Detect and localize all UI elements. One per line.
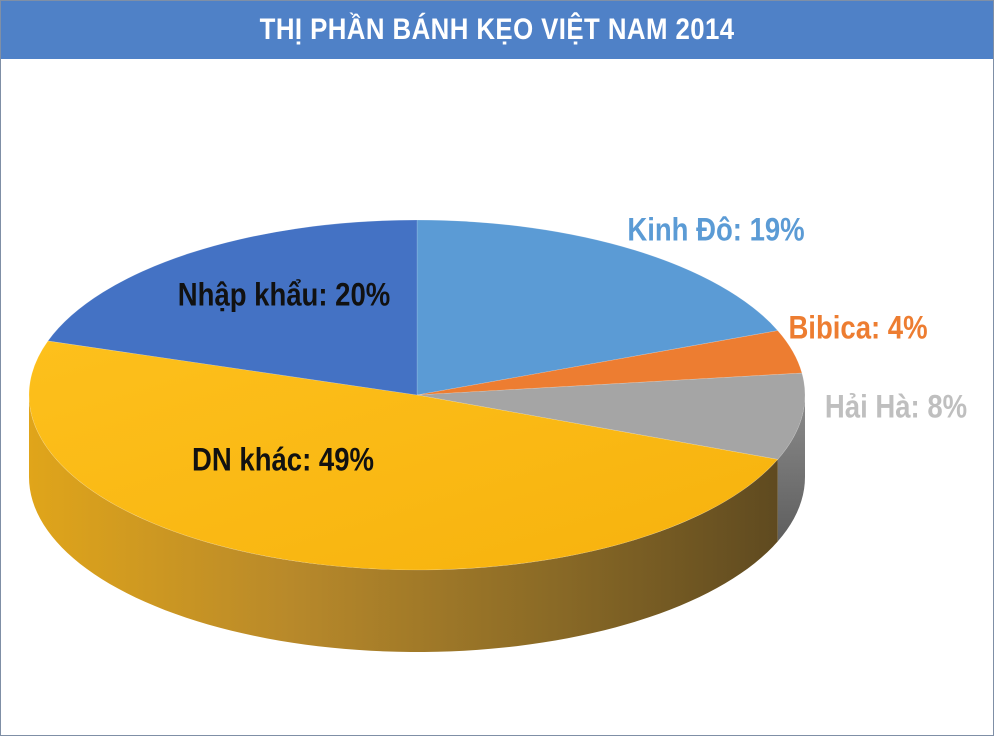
pie-labels: Kinh Đô: 19% Bibica: 4% Hải Hà: 8% DN khác:… bbox=[178, 213, 967, 478]
pie-slice-dn-khác bbox=[28, 340, 779, 571]
pie-label-bibica: Bibica: 4% bbox=[788, 311, 927, 346]
pie-label-hải-hà: Hải Hà: 8% bbox=[825, 390, 967, 425]
pie-slice-hải-hà bbox=[416, 372, 806, 460]
pie-slice-nhập-khẩu bbox=[47, 219, 418, 396]
chart-title: THỊ PHẦN BÁNH KẸO VIỆT NAM 2014 bbox=[259, 13, 735, 46]
pie-slice-bibica bbox=[416, 330, 803, 396]
pie-slice-kinh-đô bbox=[416, 219, 779, 396]
pie-side-hải-hà bbox=[777, 395, 805, 542]
title-bar: THỊ PHẦN BÁNH KẸO VIỆT NAM 2014 bbox=[1, 1, 993, 59]
pie-label-dn-khác: DN khác: 49% bbox=[192, 443, 374, 478]
pie-label-kinh-đô: Kinh Đô: 19% bbox=[627, 213, 804, 248]
pie-label-nhập-khẩu: Nhập khẩu: 20% bbox=[178, 278, 390, 313]
pie-side-dn-khác bbox=[29, 395, 778, 652]
pie-slices bbox=[28, 219, 806, 571]
pie-depth bbox=[29, 395, 805, 652]
